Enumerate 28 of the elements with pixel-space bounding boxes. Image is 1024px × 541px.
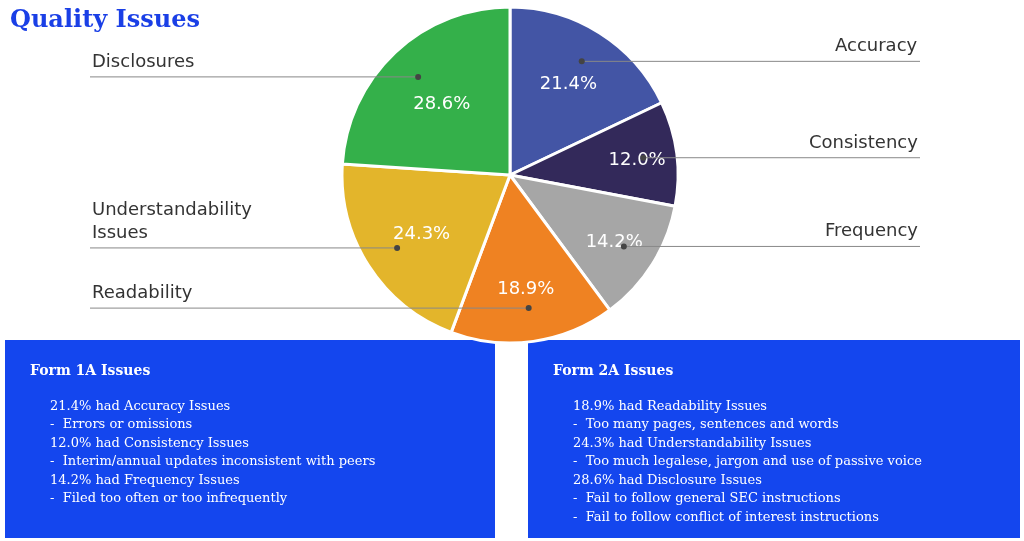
slice-label: Disclosures	[92, 50, 195, 71]
data-label: 24.3%	[393, 221, 451, 243]
data-label: 12.0%	[608, 148, 666, 170]
data-label: 14.2%	[585, 229, 643, 251]
text: 28.6% had Disclosure Issues	[573, 472, 762, 487]
text: - Too many pages, sentences and words	[573, 416, 839, 431]
text: 18.9% had Readability Issues	[573, 398, 768, 413]
data-label: 28.6%	[413, 91, 471, 113]
slice-label: Frequency	[825, 219, 919, 240]
text: - Errors or omissions	[50, 416, 193, 431]
text: - Fail to follow general SEC instructions	[573, 490, 841, 505]
chart-title: Quality Issues	[10, 4, 201, 33]
slice-label: Understandability Issues	[92, 198, 253, 243]
text: - Interim/annual updates inconsistent with peers	[50, 453, 376, 468]
text: 14.2% had Frequency Issues	[50, 472, 240, 487]
text: - Too much legalese, jargon and use of passive voice	[573, 453, 923, 468]
text: Form 2A Issues	[553, 362, 674, 378]
text: - Fail to follow conflict of interest instructions	[573, 509, 879, 524]
slice-label: Readability	[92, 281, 193, 302]
text: 21.4% had Accuracy Issues	[50, 398, 231, 413]
text: 24.3% had Understandability Issues	[573, 435, 812, 450]
data-label: 21.4%	[539, 71, 598, 93]
text: Form 1A Issues	[30, 362, 151, 378]
slice-label: Accuracy	[835, 34, 918, 55]
text: 12.0% had Consistency Issues	[50, 435, 249, 450]
data-label: 18.9%	[497, 277, 555, 299]
text: - Filed too often or too infrequently	[50, 490, 288, 505]
slice-label: Consistency	[809, 131, 919, 152]
